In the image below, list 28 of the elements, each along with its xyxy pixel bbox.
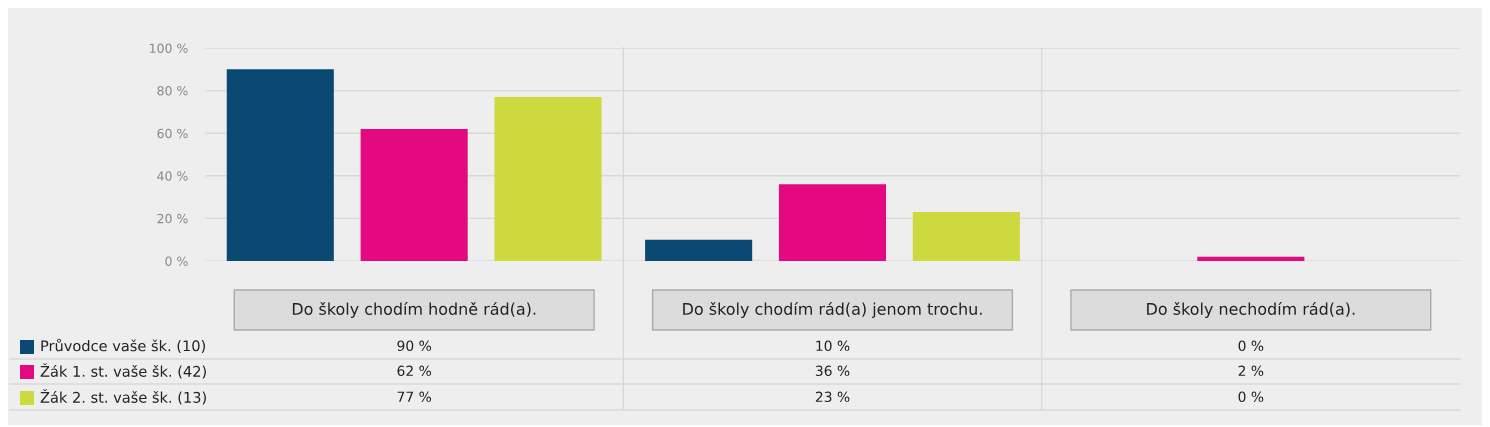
y-tick-label: 80 % bbox=[157, 86, 188, 96]
data-label: 23 % bbox=[815, 391, 850, 403]
y-tick-label: 60 % bbox=[157, 128, 188, 139]
bar bbox=[912, 212, 1020, 261]
y-tick-label: 40 % bbox=[157, 171, 188, 181]
bar bbox=[360, 128, 468, 261]
y-tick-label: 20 % bbox=[157, 213, 188, 224]
bar bbox=[226, 69, 334, 261]
legend-label: Průvodce vaše šk. (10) bbox=[41, 338, 205, 354]
data-label: 2 % bbox=[1238, 365, 1264, 377]
data-label: 0 % bbox=[1238, 340, 1264, 352]
data-label: 0 % bbox=[1238, 391, 1264, 403]
legend-label: Žák 2. st. vaše šk. (13) bbox=[40, 389, 206, 405]
bar bbox=[1197, 256, 1305, 261]
bar bbox=[645, 239, 753, 261]
x-tick-label: Do školy chodím hodně rád(a). bbox=[292, 301, 536, 319]
data-label: 77 % bbox=[397, 391, 432, 403]
bar bbox=[494, 96, 602, 261]
legend-label: Žák 1. st. vaše šk. (42) bbox=[40, 363, 206, 379]
data-label: 10 % bbox=[816, 340, 850, 352]
y-tick-label: 100 % bbox=[150, 43, 188, 53]
bar bbox=[778, 184, 887, 261]
x-tick-label: Do školy nechodím rád(a). bbox=[1147, 301, 1355, 319]
data-label: 90 % bbox=[397, 340, 432, 352]
data-label: 36 % bbox=[815, 365, 850, 377]
x-tick-label: Do školy chodím rád(a) jenom trochu. bbox=[683, 301, 982, 319]
y-tick-label: 0 % bbox=[165, 256, 188, 266]
data-label: 62 % bbox=[397, 365, 432, 377]
